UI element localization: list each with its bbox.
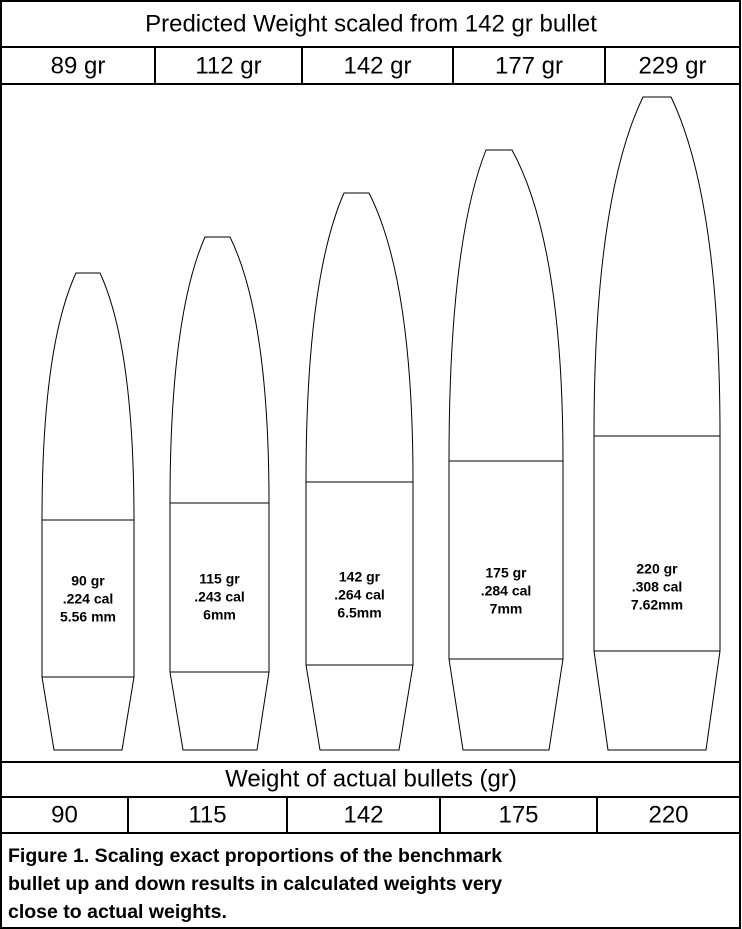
actual-weight: 175 [498, 801, 538, 828]
bullet-label: .308 cal [632, 579, 683, 595]
caption-line: bullet up and down results in calculated… [8, 873, 502, 895]
actual-weight: 90 [51, 801, 78, 828]
bullet-label: .284 cal [481, 583, 532, 599]
bullet-label: 6.5mm [337, 605, 381, 621]
bullet-label: .264 cal [334, 587, 385, 603]
bullet-outline [41, 272, 135, 751]
bullet-label: 175 gr [485, 565, 527, 581]
predicted-weight: 177 gr [495, 52, 563, 79]
bullet-label: 142 gr [339, 569, 381, 585]
actual-weight: 142 [343, 801, 383, 828]
actual-weight: 115 [188, 801, 226, 828]
bullet-label: 7.62mm [631, 597, 683, 613]
predicted-weight: 142 gr [343, 52, 411, 79]
bullet-label: .224 cal [63, 591, 114, 607]
bullet-outline [593, 96, 721, 751]
bullet-label: 6mm [203, 607, 236, 623]
bullet-outline [169, 236, 270, 751]
dynamic: 89 gr 112 gr 142 gr 177 gr 229 gr 90 115 142 175… [8, 47, 721, 923]
bullet-label: 115 gr [199, 571, 240, 587]
bullet-label: 5.56 mm [60, 609, 116, 625]
bullet-outline [305, 192, 414, 751]
header-title: Predicted Weight scaled from 142 gr bull… [145, 10, 597, 37]
bullet-label: .243 cal [194, 589, 245, 605]
bullet-label: 7mm [490, 601, 523, 617]
predicted-weight: 229 gr [638, 52, 706, 79]
actual-title: Weight of actual bullets (gr) [225, 765, 517, 792]
predicted-weight: 89 gr [51, 52, 106, 79]
caption-line: Figure 1. Scaling exact proportions of t… [8, 845, 502, 867]
caption-line: close to actual weights. [8, 901, 227, 923]
bullet-label: 220 gr [636, 561, 678, 577]
bullet-label: 90 gr [71, 573, 105, 589]
bullet-outline [448, 149, 564, 751]
actual-weight: 220 [648, 801, 688, 828]
predicted-weight: 112 gr [195, 52, 261, 79]
